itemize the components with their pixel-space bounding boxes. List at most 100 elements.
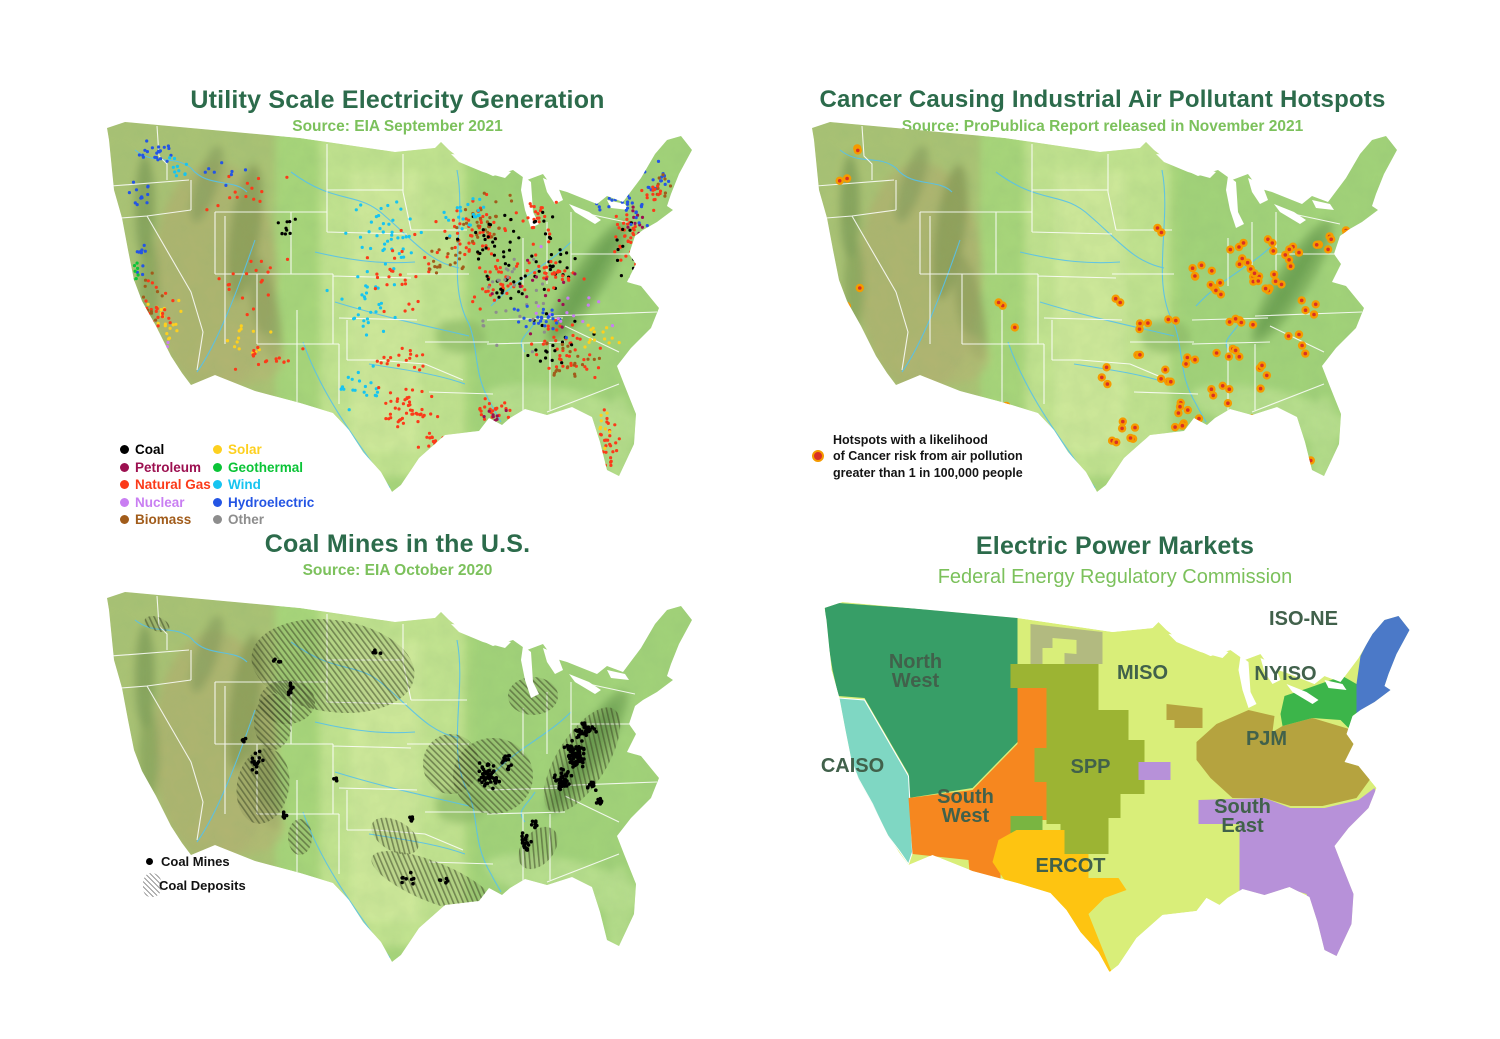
plant-dot	[252, 348, 256, 353]
coal-mine-dot	[579, 746, 584, 750]
plant-dot	[528, 318, 532, 322]
plant-dot	[419, 412, 423, 416]
plant-dot	[525, 295, 529, 299]
plant-dot	[551, 215, 555, 219]
plant-dot	[146, 302, 150, 306]
plant-dot	[239, 324, 243, 328]
plant-dot	[508, 408, 512, 412]
plant-dot	[166, 144, 170, 148]
plant-dot	[497, 295, 501, 299]
hotspot-legend-line: Hotspots with a likelihood	[833, 433, 988, 447]
plant-dot	[388, 412, 392, 416]
plant-dot	[585, 367, 589, 371]
plant-dot	[157, 340, 161, 344]
plant-dot	[561, 346, 565, 350]
plant-dot	[172, 156, 177, 161]
hotspot-legend-line: greater than 1 in 100,000 people	[833, 465, 1023, 480]
plant-dot	[442, 442, 446, 446]
coal-mine-dot	[378, 651, 383, 655]
plant-dot	[561, 302, 565, 307]
plant-dot	[631, 226, 635, 231]
plant-dot	[507, 420, 511, 424]
plant-dot	[523, 274, 527, 278]
plant-dot	[653, 197, 657, 202]
plant-dot	[663, 194, 667, 198]
hotspot-dot	[1256, 384, 1265, 393]
plant-dot	[352, 317, 356, 321]
plant-dot	[486, 235, 490, 239]
plant-dot	[143, 278, 148, 282]
coal-mine-dot	[445, 879, 450, 883]
coal-mine-dot	[553, 773, 557, 777]
plant-dot	[639, 205, 644, 209]
coal-mine-dot	[261, 758, 265, 763]
hotspot-dot	[1254, 276, 1263, 286]
plant-dot	[622, 221, 626, 225]
plant-dot	[598, 346, 602, 350]
plant-dot	[503, 401, 507, 405]
plant-dot	[390, 233, 394, 237]
plant-dot	[554, 318, 558, 323]
plant-dot	[237, 336, 241, 340]
plant-dot	[532, 257, 536, 261]
legend-label: Other	[228, 512, 265, 528]
plant-dot	[557, 369, 562, 373]
plant-dot	[609, 444, 613, 448]
plant-dot	[159, 157, 163, 161]
plant-dot	[149, 323, 153, 327]
plant-dot	[409, 251, 413, 255]
plant-dot	[501, 283, 505, 287]
hotspot-dot	[1342, 229, 1351, 239]
hotspot-dot	[853, 146, 862, 155]
coal-mine-dot	[525, 833, 529, 838]
hotspot-dot	[1215, 278, 1225, 288]
plant-dot	[645, 193, 649, 197]
plant-dot	[620, 200, 624, 204]
coal-mine-dot	[530, 819, 535, 824]
hotspot-dot	[1183, 405, 1192, 415]
plant-dot	[592, 357, 596, 361]
plant-dot	[442, 210, 446, 214]
plant-dot	[458, 222, 462, 226]
plant-dot	[668, 184, 673, 188]
plant-dot	[598, 208, 602, 212]
plant-dot	[551, 317, 555, 321]
plant-dot	[389, 237, 393, 241]
plant-dot	[558, 248, 562, 252]
plant-dot	[420, 407, 424, 412]
plant-dot	[145, 139, 149, 143]
plant-dot	[274, 357, 278, 361]
plant-dot	[463, 208, 468, 212]
plant-dot	[481, 324, 485, 328]
region-label-isone: ISO-NE	[1269, 608, 1338, 630]
plant-dot	[512, 257, 516, 261]
plant-dot	[416, 299, 420, 304]
plant-dot	[148, 336, 152, 340]
coal-mine-dot	[533, 825, 537, 829]
coal-mine-dot	[560, 774, 565, 779]
plant-dot	[613, 198, 618, 202]
plant-dot	[509, 199, 514, 203]
coal-mine-dot	[411, 881, 415, 886]
hotspot-dot	[1171, 316, 1180, 325]
coal-mine-dot	[438, 878, 443, 882]
plant-dot	[280, 231, 284, 236]
plant-dot	[134, 188, 139, 192]
plant-dot	[634, 216, 638, 220]
plant-dot	[149, 311, 153, 315]
plant-dot	[540, 282, 545, 286]
plant-dot	[625, 217, 629, 221]
plant-dot	[509, 217, 513, 222]
plant-dot	[153, 333, 157, 337]
coal-mine-dot	[577, 733, 581, 737]
plant-dot	[375, 234, 379, 238]
plant-dot	[146, 184, 150, 188]
plant-dot	[588, 353, 592, 357]
plant-dot	[663, 177, 667, 181]
generation-title: Utility Scale Electricity Generation	[190, 86, 605, 114]
plant-dot	[135, 250, 139, 254]
coal-mine-dot	[567, 754, 571, 759]
plant-dot	[440, 439, 444, 443]
plant-dot	[366, 321, 370, 325]
plant-dot	[490, 235, 494, 239]
